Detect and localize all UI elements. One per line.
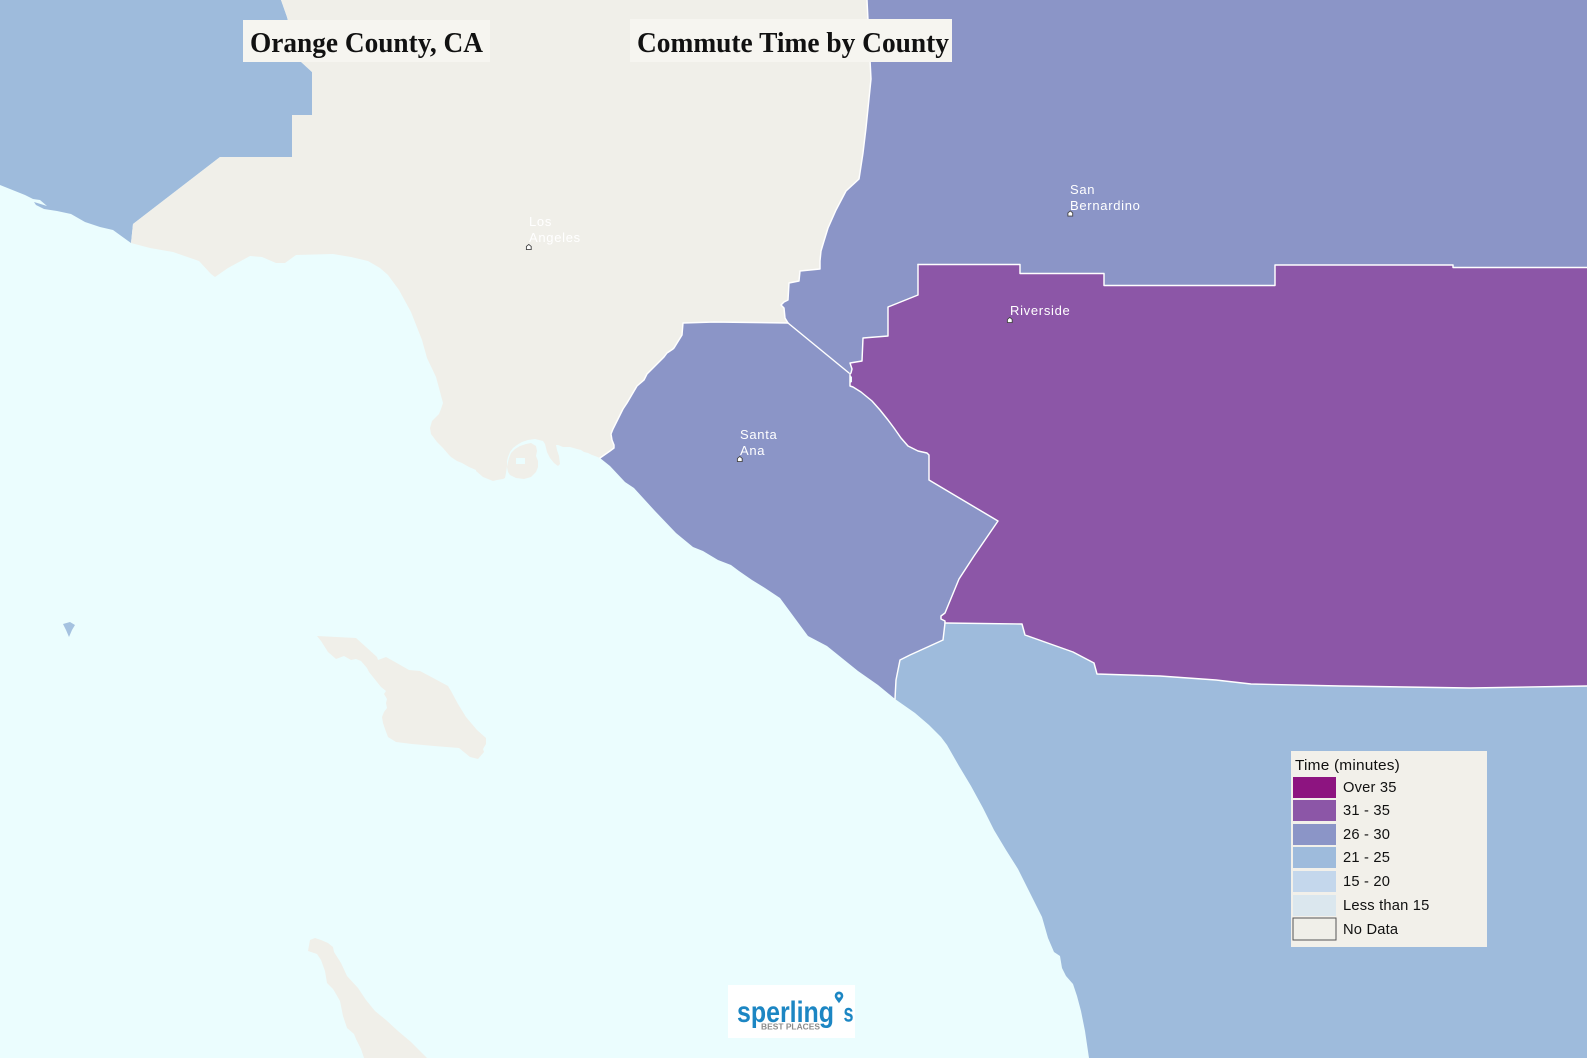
svg-text:sperling: sperling	[737, 996, 834, 1029]
svg-text:San: San	[1070, 182, 1095, 197]
svg-text:31 - 35: 31 - 35	[1343, 803, 1390, 819]
svg-text:Ana: Ana	[740, 443, 765, 458]
svg-text:Commute Time by County: Commute Time by County	[637, 27, 949, 59]
svg-text:Riverside: Riverside	[1010, 303, 1070, 318]
svg-text:Santa: Santa	[740, 427, 778, 442]
svg-text:21 - 25: 21 - 25	[1343, 850, 1390, 866]
svg-text:BEST PLACES: BEST PLACES	[761, 1023, 821, 1032]
svg-text:No Data: No Data	[1343, 922, 1399, 938]
svg-text:26 - 30: 26 - 30	[1343, 827, 1390, 843]
svg-text:Over 35: Over 35	[1343, 780, 1397, 796]
svg-text:Orange County, CA: Orange County, CA	[250, 27, 483, 59]
svg-text:Bernardino: Bernardino	[1070, 198, 1141, 213]
svg-text:Less than 15: Less than 15	[1343, 898, 1430, 914]
svg-text:Angeles: Angeles	[529, 230, 581, 245]
svg-text:15 - 20: 15 - 20	[1343, 874, 1390, 890]
svg-text:Time (minutes): Time (minutes)	[1295, 758, 1400, 774]
svg-text:s: s	[844, 998, 854, 1028]
svg-text:Los: Los	[529, 214, 552, 229]
